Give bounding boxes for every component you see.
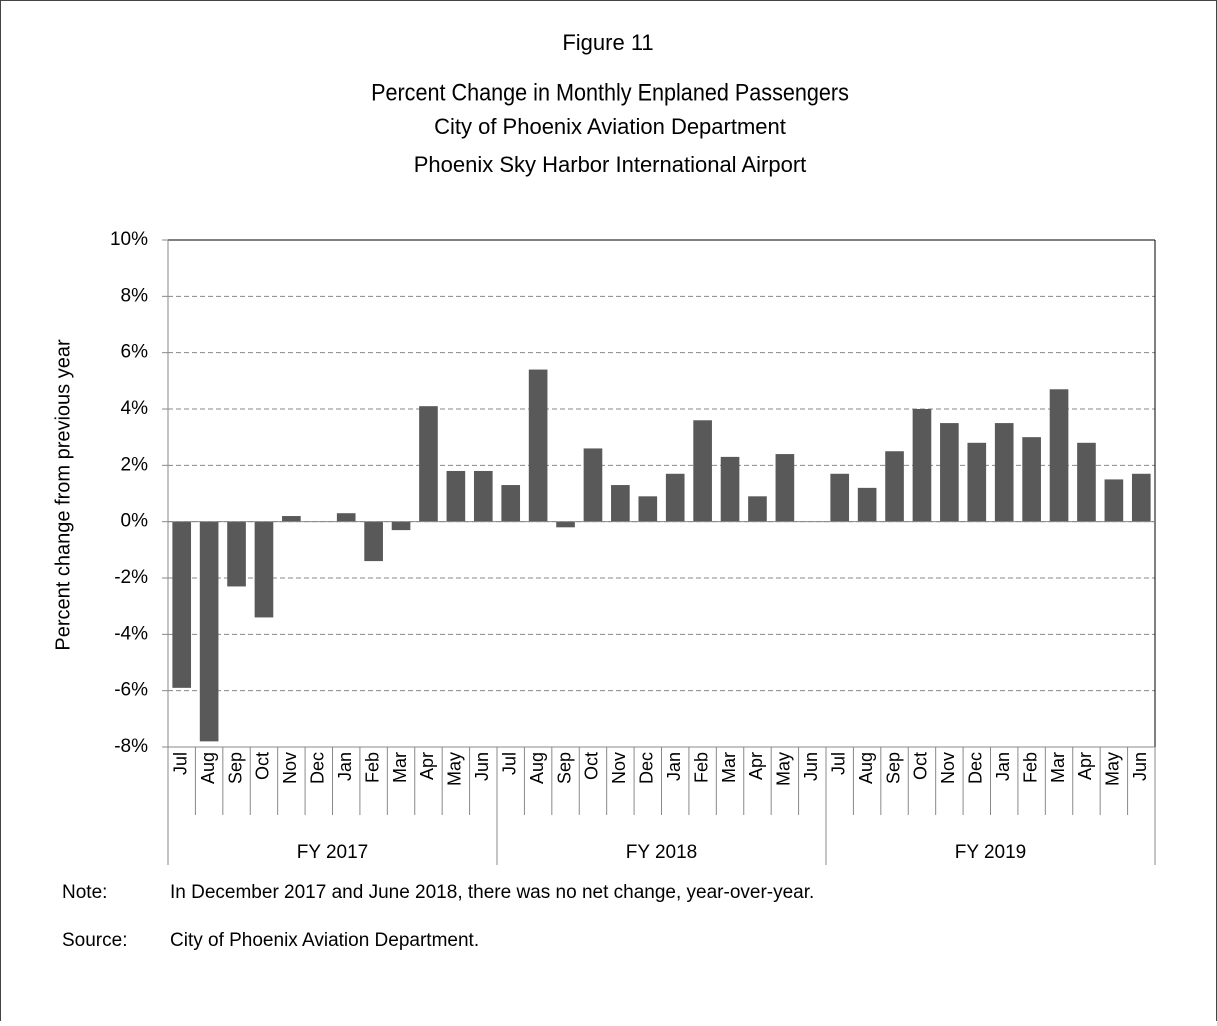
bar [857, 487, 877, 522]
y-tick-label: 10% [110, 229, 148, 250]
bar [638, 496, 658, 522]
x-tick-label: Feb [691, 752, 711, 783]
x-tick-label: Jun [472, 752, 492, 781]
x-tick-label: Jul [499, 752, 519, 775]
x-tick-label: May [1103, 752, 1123, 786]
y-tick-label: 4% [121, 398, 149, 419]
bar [1131, 473, 1151, 522]
x-tick-label: Feb [1020, 752, 1040, 783]
x-tick-label: Mar [719, 752, 739, 783]
bar [748, 496, 767, 522]
x-tick-label: Jan [993, 752, 1013, 781]
x-tick-label: May [774, 752, 794, 786]
x-tick-label: Nov [938, 752, 958, 784]
bar [254, 521, 274, 618]
bar [994, 423, 1014, 522]
y-tick-label: 8% [121, 285, 149, 306]
x-tick-label: Aug [856, 752, 876, 784]
x-tick-label: Mar [390, 752, 410, 783]
bar [830, 473, 850, 522]
bar [473, 470, 493, 522]
y-tick-label: 6% [121, 342, 149, 363]
bar [336, 513, 356, 522]
bar [199, 521, 219, 742]
x-tick-label: Jun [801, 752, 821, 781]
bar [1022, 437, 1041, 522]
bar [391, 521, 411, 531]
bar [775, 454, 795, 522]
source-label: Source: [62, 930, 127, 951]
source-text: City of Phoenix Aviation Department. [170, 930, 479, 951]
bar [720, 456, 740, 522]
group-label: FY 2018 [626, 842, 697, 863]
bar [1104, 479, 1124, 522]
bar [446, 470, 466, 522]
x-tick-label: Apr [417, 752, 437, 780]
bar [611, 485, 630, 522]
bar [693, 420, 712, 522]
x-tick-label: Feb [362, 752, 382, 783]
group-label: FY 2017 [297, 842, 368, 863]
x-tick-label: May [445, 752, 465, 786]
x-tick-label: Oct [582, 752, 602, 780]
bar [501, 485, 521, 522]
x-tick-label: Sep [883, 752, 903, 784]
bar [967, 442, 987, 522]
x-tick-label: Oct [911, 752, 931, 780]
bar [583, 448, 603, 522]
x-tick-label: Jul [828, 752, 848, 775]
x-tick-label: Nov [280, 752, 300, 784]
bar [172, 521, 192, 688]
x-tick-label: Aug [527, 752, 547, 784]
x-tick-label: Apr [746, 752, 766, 780]
x-tick-label: Dec [637, 752, 657, 784]
chart-subtitle: Phoenix Sky Harbor International Airport [414, 152, 807, 177]
bar [1077, 442, 1096, 522]
bar [885, 451, 904, 522]
bar [419, 406, 438, 522]
x-tick-label: Jan [335, 752, 355, 781]
x-tick-label: Aug [198, 752, 218, 784]
chart-title: Figure 11 [562, 30, 653, 55]
y-tick-label: 0% [121, 511, 149, 532]
bar [556, 521, 575, 528]
chart-title: Percent Change in Monthly Enplaned Passe… [371, 78, 849, 105]
bar [364, 521, 383, 562]
x-tick-label: Jan [664, 752, 684, 781]
x-tick-label: Dec [308, 752, 328, 784]
bar [1049, 389, 1069, 522]
x-tick-label: Sep [225, 752, 245, 784]
x-tick-label: Oct [253, 752, 273, 780]
y-tick-label: -2% [114, 567, 148, 588]
note-text: In December 2017 and June 2018, there wa… [170, 882, 814, 903]
note-label: Note: [62, 882, 107, 903]
x-tick-label: Nov [609, 752, 629, 784]
x-tick-label: Apr [1075, 752, 1095, 780]
y-tick-label: -8% [114, 736, 148, 757]
bar [227, 521, 246, 587]
bar [665, 473, 685, 522]
y-tick-label: -6% [114, 680, 148, 701]
x-tick-label: Jul [170, 752, 190, 775]
bar [528, 369, 548, 522]
y-tick-label: 2% [121, 454, 149, 475]
y-tick-label: -4% [114, 623, 148, 644]
bar [940, 423, 959, 522]
y-axis-label: Percent change from previous year [52, 339, 74, 651]
x-tick-label: Dec [966, 752, 986, 784]
chart-subtitle: City of Phoenix Aviation Department [434, 114, 786, 139]
x-tick-label: Jun [1130, 752, 1150, 781]
x-tick-label: Mar [1048, 752, 1068, 783]
x-tick-label: Sep [554, 752, 574, 784]
group-label: FY 2019 [955, 842, 1026, 863]
bar [282, 516, 301, 522]
bar [912, 409, 932, 522]
